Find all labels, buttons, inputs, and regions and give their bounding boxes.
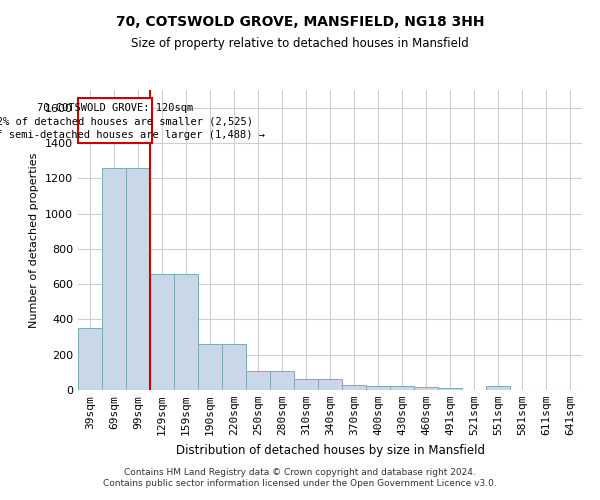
Bar bbox=[270, 370, 294, 390]
Bar bbox=[318, 378, 342, 390]
Bar bbox=[126, 168, 150, 390]
Bar bbox=[390, 386, 414, 390]
Bar bbox=[78, 328, 102, 390]
Text: 70, COTSWOLD GROVE, MANSFIELD, NG18 3HH: 70, COTSWOLD GROVE, MANSFIELD, NG18 3HH bbox=[116, 15, 484, 29]
Bar bbox=[294, 378, 318, 390]
Text: 37% of semi-detached houses are larger (1,488) →: 37% of semi-detached houses are larger (… bbox=[0, 130, 265, 140]
Bar bbox=[222, 344, 246, 390]
Text: 70 COTSWOLD GROVE: 120sqm: 70 COTSWOLD GROVE: 120sqm bbox=[37, 104, 193, 114]
Text: ← 62% of detached houses are smaller (2,525): ← 62% of detached houses are smaller (2,… bbox=[0, 117, 253, 127]
Bar bbox=[246, 370, 270, 390]
Y-axis label: Number of detached properties: Number of detached properties bbox=[29, 152, 40, 328]
Text: Size of property relative to detached houses in Mansfield: Size of property relative to detached ho… bbox=[131, 38, 469, 51]
Bar bbox=[438, 388, 462, 390]
Bar bbox=[486, 386, 510, 390]
Bar bbox=[198, 344, 222, 390]
Bar bbox=[150, 274, 174, 390]
Bar bbox=[414, 388, 438, 390]
Bar bbox=[174, 274, 198, 390]
FancyBboxPatch shape bbox=[78, 98, 152, 142]
Text: Contains HM Land Registry data © Crown copyright and database right 2024.
Contai: Contains HM Land Registry data © Crown c… bbox=[103, 468, 497, 487]
X-axis label: Distribution of detached houses by size in Mansfield: Distribution of detached houses by size … bbox=[176, 444, 485, 456]
Bar bbox=[102, 168, 126, 390]
Bar bbox=[366, 386, 390, 390]
Bar bbox=[342, 384, 366, 390]
